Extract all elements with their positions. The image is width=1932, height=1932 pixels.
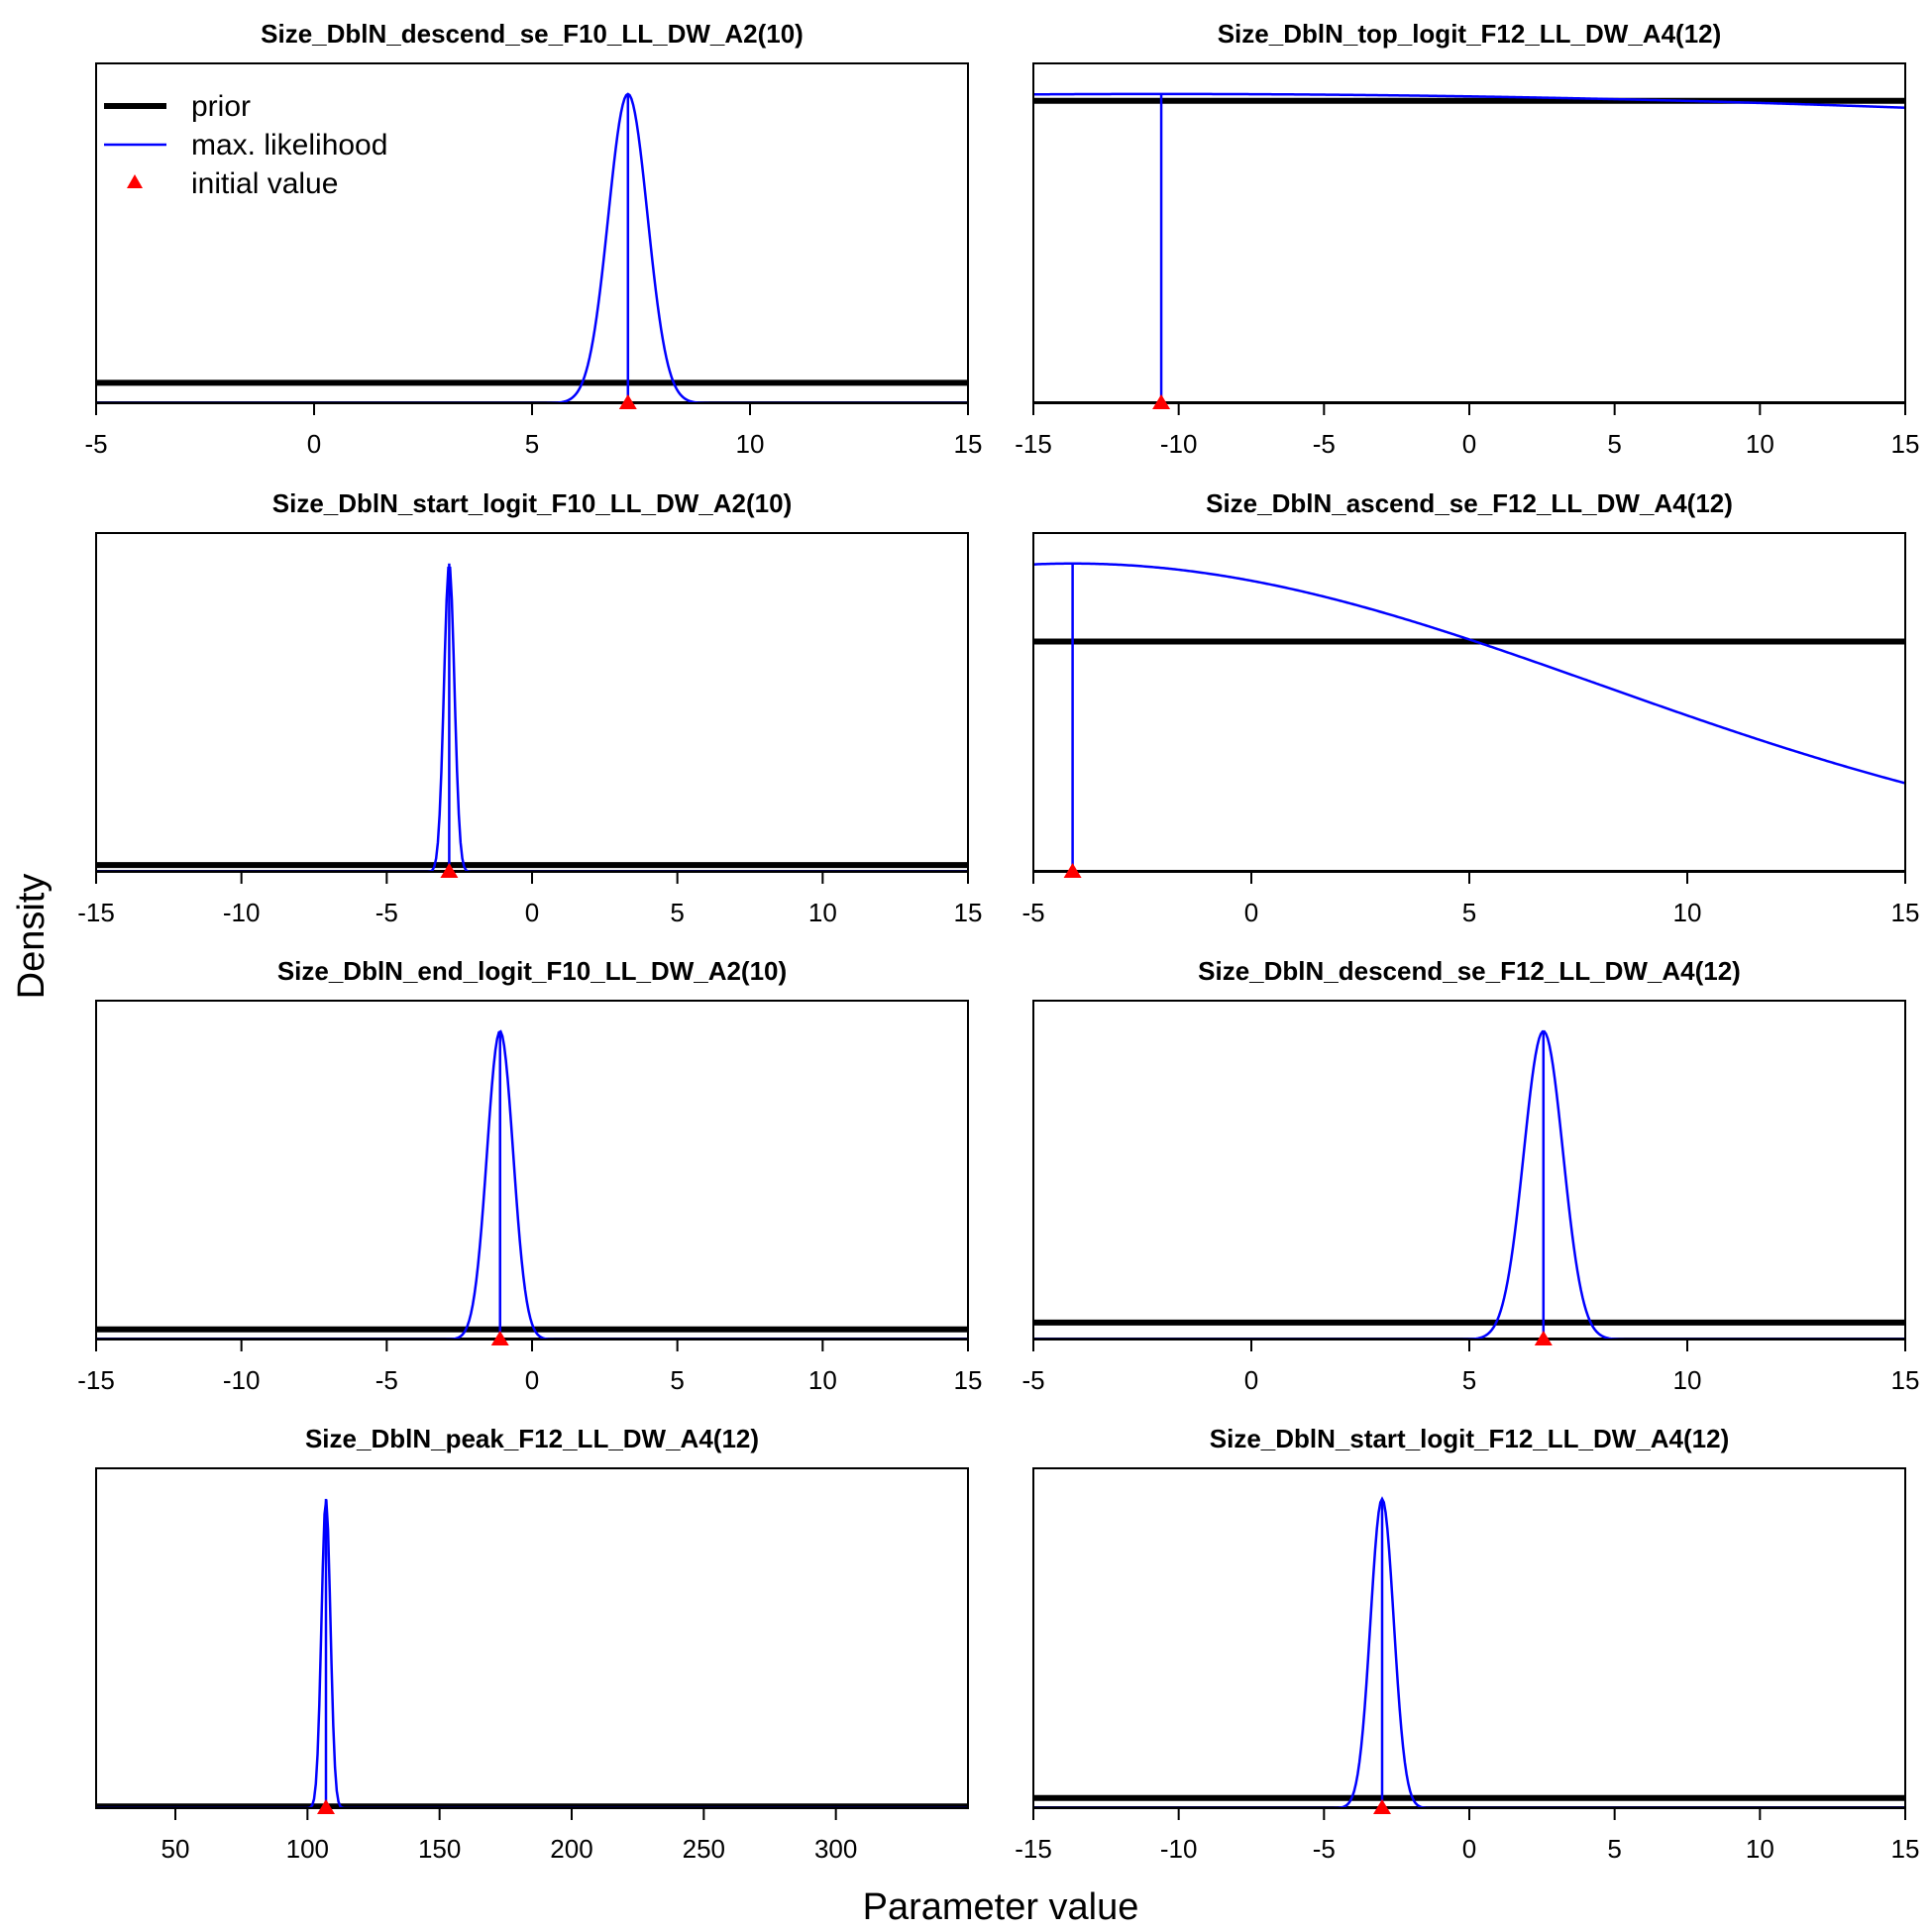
initial-value-marker [618,394,637,409]
panel-title: Size_DblN_end_logit_F10_LL_DW_A2(10) [277,956,787,986]
x-tick-label: 0 [1244,898,1258,927]
panel-5: Size_DblN_end_logit_F10_LL_DW_A2(10) -15 -… [77,956,982,1395]
x-tick-label: 0 [1462,429,1476,459]
initial-value-marker [1063,863,1082,878]
panel-title: Size_DblN_ascend_se_F12_LL_DW_A4(12) [1206,488,1733,518]
x-tick-label: 5 [1462,898,1476,927]
x-tick-label: -5 [376,1365,398,1395]
y-axis-title: Density [11,874,53,1000]
x-tick-label: 10 [808,898,837,927]
x-tick-label: 10 [1746,429,1774,459]
likelihood-curve [96,1029,968,1340]
x-tick-label: 0 [1244,1365,1258,1395]
x-tick-label: -5 [1021,1365,1044,1395]
x-tick-label: 15 [1891,429,1920,459]
x-tick-label: 15 [1891,1365,1920,1395]
panel-title: Size_DblN_peak_F12_LL_DW_A4(12) [305,1424,759,1453]
likelihood-curve [1033,562,1905,785]
x-tick-label: -5 [84,429,107,459]
x-tick-label: -15 [77,1365,115,1395]
panel-title: Size_DblN_descend_se_F12_LL_DW_A4(12) [1198,956,1741,986]
panel-6: Size_DblN_descend_se_F12_LL_DW_A4(12) -5 0… [1021,956,1919,1395]
x-tick-label: 15 [954,429,983,459]
initial-value-marker [317,1799,335,1814]
x-tick-label: 15 [954,898,983,927]
x-tick-label: 0 [307,429,321,459]
x-tick-label: 15 [954,1365,983,1395]
x-tick-label: 15 [1891,898,1920,927]
legend: prior max. likelihood initial value [104,90,387,200]
legend-item: initial value [127,167,338,200]
x-tick-label: 15 [1891,1834,1920,1864]
panel-1: Size_DblN_descend_se_F10_LL_DW_A2(10) -5 0… [84,19,982,459]
initial-value-marker [1152,394,1171,409]
x-tick-label: -10 [223,898,261,927]
legend-label: prior [191,90,251,123]
x-tick-label: 0 [1462,1834,1476,1864]
legend-swatch [127,174,143,188]
x-tick-label: 200 [550,1834,592,1864]
legend-label: initial value [191,167,338,200]
legend-item: prior [104,90,251,123]
x-tick-label: 150 [418,1834,461,1864]
initial-value-marker [440,863,459,878]
panel-title: Size_DblN_descend_se_F10_LL_DW_A2(10) [261,19,804,49]
x-tick-label: -10 [1160,1834,1198,1864]
x-tick-label: 5 [670,1365,684,1395]
panel-7: Size_DblN_peak_F12_LL_DW_A4(12) 50 100 150 2… [95,1424,969,1864]
panel-3: Size_DblN_start_logit_F10_LL_DW_A2(10) -1… [77,488,982,927]
likelihood-curve [1033,92,1905,109]
x-tick-label: -15 [1015,1834,1052,1864]
x-tick-label: 10 [736,429,765,459]
initial-value-marker [1534,1331,1553,1345]
x-tick-label: -10 [1160,429,1198,459]
x-tick-label: 10 [1673,1365,1702,1395]
x-tick-label: -15 [77,898,115,927]
x-tick-label: 5 [1462,1365,1476,1395]
x-tick-label: 250 [683,1834,725,1864]
plot-frame [95,1467,969,1809]
x-tick-label: 0 [525,1365,539,1395]
initial-value-marker [1373,1799,1391,1814]
x-tick-label: 0 [525,898,539,927]
panel-8: Size_DblN_start_logit_F12_LL_DW_A4(12) -1… [1015,1424,1919,1864]
x-tick-label: -5 [1313,429,1336,459]
x-tick-label: 10 [1673,898,1702,927]
x-tick-label: 5 [1607,1834,1621,1864]
panel-title: Size_DblN_top_logit_F12_LL_DW_A4(12) [1218,19,1722,49]
x-tick-label: -5 [1313,1834,1336,1864]
x-tick-label: 300 [814,1834,857,1864]
x-axis-title: Parameter value [863,1886,1139,1928]
panel-4: Size_DblN_ascend_se_F12_LL_DW_A4(12) -5 0 5… [1021,488,1919,927]
x-tick-label: 100 [286,1834,329,1864]
x-tick-label: -15 [1015,429,1052,459]
x-tick-label: 5 [1607,429,1621,459]
panels-group: Size_DblN_descend_se_F10_LL_DW_A2(10) -5 0… [77,19,1919,1864]
x-tick-label: -5 [1021,898,1044,927]
panel-2: Size_DblN_top_logit_F12_LL_DW_A4(12) -15 -… [1015,19,1919,459]
x-tick-label: -10 [223,1365,261,1395]
panel-title: Size_DblN_start_logit_F12_LL_DW_A4(12) [1210,1424,1729,1453]
panel-title: Size_DblN_start_logit_F10_LL_DW_A2(10) [272,488,792,518]
legend-label: max. likelihood [191,129,387,161]
x-tick-label: -5 [376,898,398,927]
x-tick-label: 10 [1746,1834,1774,1864]
x-tick-label: 5 [525,429,539,459]
x-tick-label: 50 [161,1834,190,1864]
x-tick-label: 5 [670,898,684,927]
x-tick-label: 10 [808,1365,837,1395]
legend-item: max. likelihood [104,129,387,161]
initial-value-marker [490,1331,509,1345]
